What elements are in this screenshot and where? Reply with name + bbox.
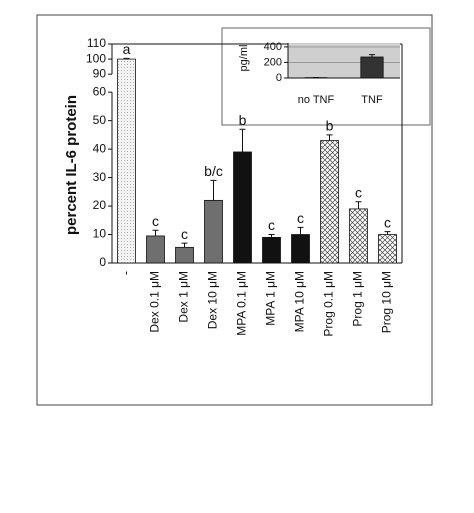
y-axis-label: percent IL-6 protein bbox=[63, 95, 80, 235]
annotation: c bbox=[152, 213, 159, 229]
x-tick-label: - bbox=[119, 271, 133, 275]
x-tick-label: Dex 1 μM bbox=[177, 271, 191, 323]
x-tick-label: MPA 1 μM bbox=[264, 271, 278, 326]
y-tick-label: 40 bbox=[93, 141, 107, 155]
y-tick-label: 400 bbox=[264, 41, 282, 53]
error-bar bbox=[153, 230, 159, 236]
bar bbox=[147, 236, 165, 263]
annotation: c bbox=[268, 217, 275, 233]
bar bbox=[292, 235, 310, 263]
bar bbox=[361, 57, 383, 78]
x-tick-label: Prog 10 μM bbox=[380, 271, 394, 333]
x-tick-label: TNF bbox=[361, 94, 383, 106]
y-tick-label: 100 bbox=[86, 51, 106, 65]
error-bar bbox=[240, 129, 246, 152]
error-bar bbox=[211, 180, 217, 200]
y-tick-label: 110 bbox=[87, 36, 106, 50]
y-tick-label: 30 bbox=[93, 170, 107, 184]
bar bbox=[118, 59, 136, 263]
error-bar bbox=[298, 227, 304, 234]
bar bbox=[234, 152, 252, 263]
annotation: a bbox=[123, 41, 131, 57]
x-tick-label: MPA 10 μM bbox=[293, 271, 307, 332]
x-tick-label: Dex 0.1 μM bbox=[148, 271, 162, 333]
error-bar bbox=[356, 202, 362, 209]
annotation: b bbox=[239, 112, 247, 128]
y-tick-label: 10 bbox=[93, 227, 107, 241]
error-bar bbox=[385, 232, 391, 235]
annotation: c bbox=[355, 184, 362, 200]
error-bar bbox=[182, 243, 188, 247]
y-tick-label: 0 bbox=[99, 255, 106, 269]
y-tick-label: 50 bbox=[93, 113, 107, 127]
y-tick-label: 90 bbox=[93, 66, 107, 80]
bar bbox=[176, 247, 194, 263]
y-tick-label: 60 bbox=[93, 84, 107, 98]
x-tick-label: MPA 0.1 μM bbox=[235, 271, 249, 336]
bar bbox=[379, 235, 397, 263]
error-bar bbox=[269, 235, 275, 238]
x-tick-label: Prog 0.1 μM bbox=[322, 271, 336, 337]
y-tick-label: 20 bbox=[93, 198, 107, 212]
bar bbox=[350, 209, 368, 263]
bar bbox=[321, 141, 339, 263]
annotation: b/c bbox=[204, 163, 223, 179]
annotation: b bbox=[326, 118, 334, 134]
y-tick-label: 200 bbox=[264, 56, 282, 68]
bar bbox=[205, 200, 223, 263]
x-tick-label: Prog 1 μM bbox=[351, 271, 365, 327]
annotation: c bbox=[384, 214, 391, 230]
annotation: c bbox=[181, 226, 188, 242]
bar bbox=[263, 237, 281, 263]
error-bar bbox=[327, 135, 333, 141]
annotation: c bbox=[297, 210, 304, 226]
x-tick-label: no TNF bbox=[298, 94, 335, 106]
x-tick-label: Dex 10 μM bbox=[206, 271, 220, 329]
y-tick-label: 0 bbox=[276, 72, 282, 84]
inset-y-label: pg/ml bbox=[238, 45, 250, 72]
